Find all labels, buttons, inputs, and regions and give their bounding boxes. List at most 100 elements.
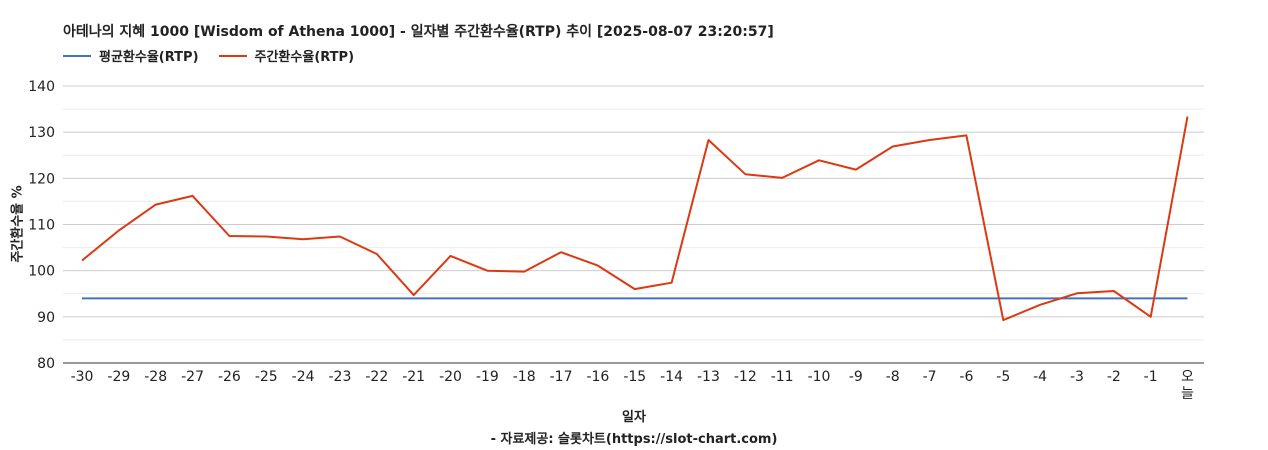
data-point-average	[338, 296, 342, 300]
data-point-weekly	[596, 264, 600, 268]
data-point-weekly	[964, 133, 968, 137]
data-point-average	[633, 296, 637, 300]
data-point-average	[1186, 296, 1190, 300]
data-point-average	[522, 296, 526, 300]
x-tick-label: -6	[959, 369, 973, 385]
x-tick-label: -19	[476, 369, 499, 385]
grid-layer	[63, 85, 1204, 364]
data-point-weekly	[449, 254, 453, 258]
data-point-weekly	[338, 235, 342, 239]
x-axis-title: 일자	[622, 410, 646, 425]
y-tick-label: 130	[28, 125, 55, 141]
x-tick-label: -4	[1033, 369, 1047, 385]
data-point-average	[670, 296, 674, 300]
data-point-weekly	[1001, 318, 1005, 322]
data-point-average	[264, 296, 268, 300]
data-point-average	[964, 296, 968, 300]
data-point-average	[449, 296, 453, 300]
x-tick-label: -24	[292, 369, 315, 385]
data-point-average	[485, 296, 489, 300]
x-tick-label: -9	[849, 369, 863, 385]
data-point-weekly	[854, 168, 858, 172]
x-tick-label: -13	[697, 369, 720, 385]
x-tick-label: -20	[439, 369, 462, 385]
y-tick-label: 80	[37, 356, 55, 372]
data-point-weekly	[485, 269, 489, 273]
y-tick-label: 100	[28, 264, 55, 280]
data-point-weekly	[743, 172, 747, 176]
data-point-average	[854, 296, 858, 300]
data-point-weekly	[1075, 291, 1079, 295]
data-point-weekly	[633, 287, 637, 291]
y-tick-label: 140	[28, 79, 55, 95]
data-point-weekly	[780, 176, 784, 180]
data-point-weekly	[117, 229, 121, 233]
data-point-average	[706, 296, 710, 300]
data-point-average	[154, 296, 158, 300]
x-tick-label: -1	[1144, 369, 1158, 385]
x-tick-label: -12	[734, 369, 757, 385]
data-point-average	[559, 296, 563, 300]
data-point-weekly	[817, 158, 821, 162]
x-tick-label: -17	[550, 369, 573, 385]
data-point-average	[780, 296, 784, 300]
y-tick-label: 90	[37, 310, 55, 326]
legend-item-weekly[interactable]: 주간환수율(RTP)	[218, 46, 355, 65]
legend-label-weekly: 주간환수율(RTP)	[254, 50, 355, 65]
x-tick-label: -21	[402, 369, 425, 385]
x-tick-label: -22	[365, 369, 388, 385]
x-tick-label: -7	[923, 369, 937, 385]
data-source-note: - 자료제공: 슬롯차트(https://slot-chart.com)	[490, 432, 778, 447]
x-tick-label: -5	[996, 369, 1010, 385]
x-tick-label: -8	[886, 369, 900, 385]
data-point-average	[1149, 296, 1153, 300]
data-point-weekly	[891, 144, 895, 148]
data-point-weekly	[1186, 114, 1190, 118]
x-tick-label: -27	[181, 369, 204, 385]
x-tick-label: -10	[808, 369, 831, 385]
x-tick-label: -2	[1107, 369, 1121, 385]
x-tick-label: -30	[71, 369, 94, 385]
x-tick-label: -14	[660, 369, 683, 385]
x-tick-label: -16	[586, 369, 609, 385]
data-point-weekly	[1112, 289, 1116, 293]
data-point-average	[891, 296, 895, 300]
x-tick-label: -18	[513, 369, 536, 385]
data-point-weekly	[264, 235, 268, 239]
data-point-average	[743, 296, 747, 300]
data-point-average	[301, 296, 305, 300]
chart-title: 아테나의 지혜 1000 [Wisdom of Athena 1000] - 일…	[63, 24, 774, 40]
data-point-average	[1075, 296, 1079, 300]
data-point-average	[117, 296, 121, 300]
data-point-average	[1112, 296, 1116, 300]
data-point-average	[227, 296, 231, 300]
data-point-weekly	[301, 237, 305, 241]
data-point-weekly	[706, 138, 710, 142]
chart-legend: 평균환수율(RTP) 주간환수율(RTP)	[63, 46, 354, 65]
x-tick-label: -11	[771, 369, 794, 385]
data-point-weekly	[559, 250, 563, 254]
data-point-weekly	[928, 138, 932, 142]
x-tick-label: -25	[255, 369, 278, 385]
x-tick-label: -15	[623, 369, 646, 385]
x-tick-label: 늘	[1181, 386, 1194, 402]
data-point-weekly	[522, 270, 526, 274]
data-point-average	[1038, 296, 1042, 300]
y-tick-label: 110	[28, 218, 55, 234]
axis-layer: 80 90 100 110 120 130 140 -30 -29 -28 -27 -26 -25 -24…	[28, 79, 1194, 402]
data-point-weekly	[1149, 315, 1153, 319]
x-tick-label: -29	[107, 369, 130, 385]
x-tick-label: -28	[144, 369, 167, 385]
data-point-average	[80, 296, 84, 300]
data-point-weekly	[191, 194, 195, 198]
legend-swatch-weekly	[218, 54, 247, 57]
x-tick-label: -26	[218, 369, 241, 385]
y-axis-title: 주간환수율 %	[10, 185, 26, 263]
data-point-average	[375, 296, 379, 300]
data-point-weekly	[375, 252, 379, 256]
data-point-weekly	[80, 259, 84, 263]
data-point-average	[817, 296, 821, 300]
legend-item-average[interactable]: 평균환수율(RTP)	[63, 46, 199, 65]
y-tick-label: 120	[28, 171, 55, 187]
